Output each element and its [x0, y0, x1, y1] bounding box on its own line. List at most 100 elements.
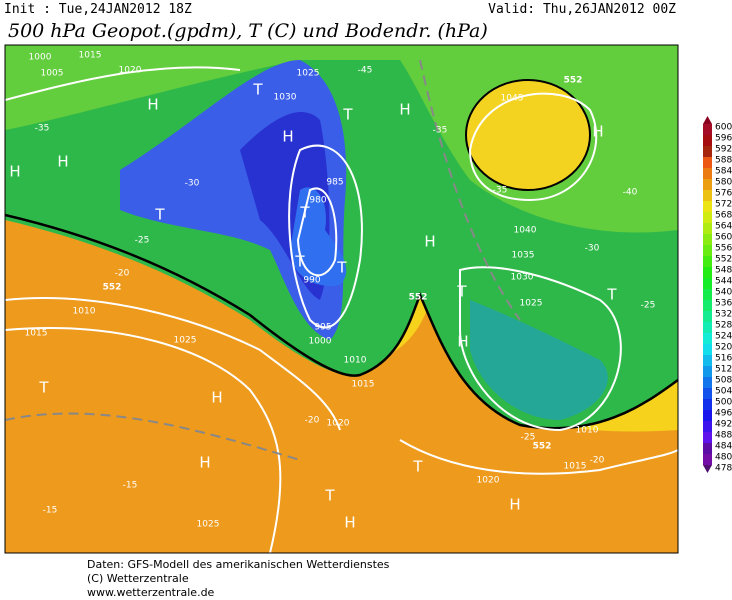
pressure-center: T: [324, 487, 335, 505]
colorbar-label: 572: [715, 200, 732, 210]
contour-label: 1010: [576, 426, 599, 436]
colorbar-band: [703, 410, 712, 421]
contour-label: 1025: [520, 299, 543, 309]
colorbar-label: 552: [715, 255, 732, 265]
colorbar-band: [703, 234, 712, 245]
colorbar-band: [703, 344, 712, 355]
pressure-center: T: [456, 283, 467, 301]
colorbar-tip: [703, 465, 712, 473]
colorbar-band: [703, 267, 712, 278]
colorbar-label: 480: [715, 453, 732, 463]
contour-label: 995: [314, 323, 331, 333]
colorbar-label: 564: [715, 222, 732, 232]
contour-label: -40: [623, 188, 638, 198]
colorbar-label: 478: [715, 464, 732, 474]
colorbar-label: 524: [715, 332, 732, 342]
colorbar-band: [703, 245, 712, 256]
colorbar-band: [703, 124, 712, 135]
colorbar-band: [703, 212, 712, 223]
colorbar-label: 576: [715, 189, 732, 199]
pressure-center: T: [252, 81, 263, 99]
pressure-center: T: [299, 204, 310, 222]
contour-label: 552: [533, 442, 552, 452]
contour-label: -30: [185, 179, 200, 189]
contour-label: 1025: [297, 69, 320, 79]
contour-label: -25: [135, 236, 150, 246]
colorbar-band: [703, 190, 712, 201]
colorbar-label: 580: [715, 178, 732, 188]
colorbar-band: [703, 289, 712, 300]
contour-label: -35: [493, 186, 508, 196]
contour-label: 1045: [501, 94, 524, 104]
colorbar-band: [703, 300, 712, 311]
colorbar-band: [703, 388, 712, 399]
contour-label: -35: [35, 124, 50, 134]
pressure-center: H: [147, 96, 158, 114]
pressure-center: T: [336, 259, 347, 277]
footer-line: Daten: GFS-Modell des amerikanischen Wet…: [87, 558, 390, 571]
colorbar-band: [703, 399, 712, 410]
footer-line: www.wetterzentrale.de: [87, 586, 215, 599]
colorbar-band: [703, 201, 712, 212]
contour-label: -45: [358, 66, 373, 76]
colorbar-band: [703, 179, 712, 190]
colorbar-band: [703, 355, 712, 366]
contour-label: 980: [309, 196, 326, 206]
contour-label: -30: [585, 244, 600, 254]
colorbar-band: [703, 157, 712, 168]
colorbar-tip: [703, 116, 712, 124]
contour-label: 990: [303, 276, 320, 286]
colorbar-band: [703, 168, 712, 179]
colorbar-label: 512: [715, 365, 732, 375]
colorbar-label: 532: [715, 310, 732, 320]
colorbar-label: 488: [715, 431, 732, 441]
colorbar-band: [703, 333, 712, 344]
contour-label: -35: [433, 126, 448, 136]
contour-label: -15: [123, 481, 138, 491]
contour-label: 1010: [73, 307, 96, 317]
colorbar-label: 544: [715, 277, 732, 287]
pressure-center: H: [9, 163, 20, 181]
pressure-center: T: [154, 206, 165, 224]
pressure-center: H: [344, 514, 355, 532]
pressure-center: H: [509, 496, 520, 514]
pressure-center: H: [457, 333, 468, 351]
map-title: 500 hPa Geopot.(gpdm), T (C) und Bodendr…: [8, 20, 488, 42]
colorbar-label: 600: [715, 123, 732, 133]
colorbar-label: 492: [715, 420, 732, 430]
contour-label: 1020: [477, 476, 500, 486]
colorbar-band: [703, 256, 712, 267]
pressure-center: H: [399, 101, 410, 119]
colorbar-label: 536: [715, 299, 732, 309]
colorbar-label: 516: [715, 354, 732, 364]
pressure-center: T: [38, 379, 49, 397]
colorbar-band: [703, 146, 712, 157]
colorbar-label: 528: [715, 321, 732, 331]
valid-time: Valid: Thu,26JAN2012 00Z: [488, 2, 676, 17]
colorbar-label: 592: [715, 145, 732, 155]
contour-label: -20: [115, 269, 130, 279]
contour-label: 1040: [514, 226, 537, 236]
contour-label: 1035: [512, 251, 535, 261]
colorbar-band: [703, 135, 712, 146]
colorbar-band: [703, 377, 712, 388]
map: [5, 45, 678, 553]
colorbar-band: [703, 432, 712, 443]
colorbar-band: [703, 311, 712, 322]
contour-label: 552: [564, 76, 583, 86]
pressure-center: H: [592, 123, 603, 141]
contour-label: -15: [43, 506, 58, 516]
footer: Daten: GFS-Modell des amerikanischen Wet…: [87, 558, 390, 599]
colorbar-label: 520: [715, 343, 732, 353]
colorbar-label: 584: [715, 167, 732, 177]
contour-label: -20: [590, 456, 605, 466]
colorbar-label: 596: [715, 134, 732, 144]
colorbar-band: [703, 366, 712, 377]
pressure-center: T: [412, 458, 423, 476]
contour-label: 1025: [174, 336, 197, 346]
contour-label: 1010: [344, 356, 367, 366]
contour-label: -20: [305, 416, 320, 426]
colorbar: 6005965925885845805765725685645605565525…: [703, 116, 732, 474]
